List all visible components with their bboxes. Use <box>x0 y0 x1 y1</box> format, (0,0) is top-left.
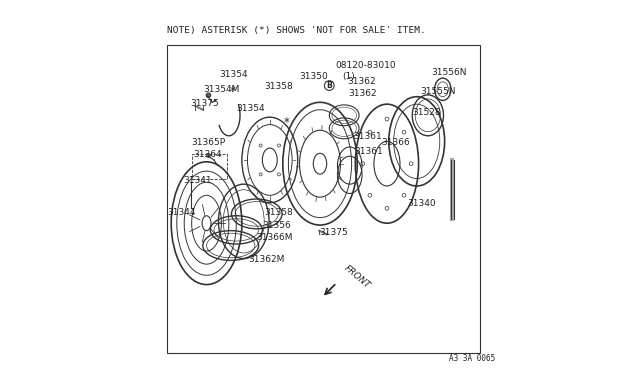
Text: 31366: 31366 <box>381 138 410 147</box>
Text: FRONT: FRONT <box>342 264 372 291</box>
Text: 31556N: 31556N <box>431 68 467 77</box>
Text: 31375: 31375 <box>319 228 348 237</box>
Text: 31354: 31354 <box>219 70 248 79</box>
Text: 31361: 31361 <box>353 132 382 141</box>
Circle shape <box>206 93 211 97</box>
Circle shape <box>207 154 211 157</box>
Text: 31364: 31364 <box>193 150 222 159</box>
Text: 31341: 31341 <box>183 176 212 185</box>
Text: 31362M: 31362M <box>248 255 285 264</box>
Text: 31354M: 31354M <box>203 85 239 94</box>
Text: 31350: 31350 <box>300 72 328 81</box>
Text: NOTE) ASTERISK (*) SHOWS 'NOT FOR SALE' ITEM.: NOTE) ASTERISK (*) SHOWS 'NOT FOR SALE' … <box>168 26 426 35</box>
Text: B: B <box>326 81 332 90</box>
Text: 31340: 31340 <box>408 199 436 208</box>
Text: 31362: 31362 <box>347 77 376 86</box>
Text: 31344: 31344 <box>168 208 196 217</box>
Bar <box>191 154 227 179</box>
Text: 31555N: 31555N <box>420 87 456 96</box>
Text: 31354: 31354 <box>236 104 265 113</box>
Text: A3 3A 0065: A3 3A 0065 <box>449 354 495 363</box>
Bar <box>168 45 480 353</box>
Text: 31358: 31358 <box>264 208 293 217</box>
Text: *: * <box>284 116 289 129</box>
Text: 31356: 31356 <box>262 221 291 230</box>
Text: (1): (1) <box>342 72 355 81</box>
Text: *: * <box>230 85 236 97</box>
Text: 31362: 31362 <box>348 89 376 98</box>
Text: 31358: 31358 <box>264 82 293 91</box>
Text: 31361: 31361 <box>355 147 383 156</box>
Text: 08120-83010: 08120-83010 <box>335 61 396 70</box>
Text: 31375: 31375 <box>190 99 218 108</box>
Text: 31365P: 31365P <box>191 138 225 147</box>
Text: 31528: 31528 <box>412 108 441 117</box>
Text: 31366M: 31366M <box>257 233 293 242</box>
